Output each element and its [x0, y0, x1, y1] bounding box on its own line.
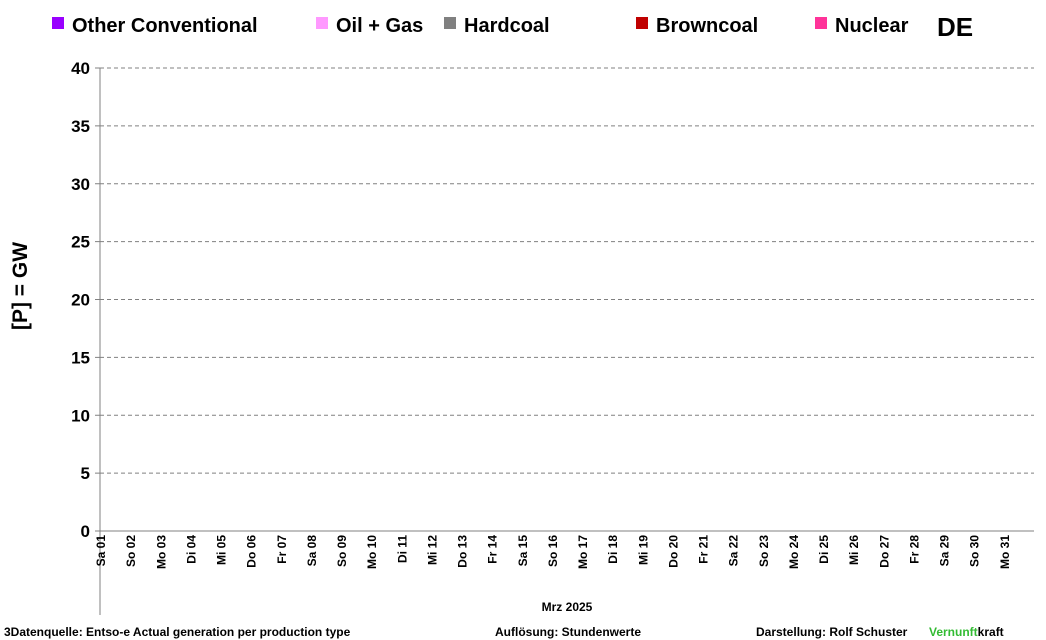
legend-swatch-hardcoal — [444, 17, 456, 29]
y-tick-label-30: 30 — [71, 175, 90, 194]
x-tick-label: So 30 — [968, 535, 982, 567]
x-tick-label: Di 04 — [184, 535, 198, 564]
y-tick-label-40: 40 — [71, 59, 90, 78]
legend-swatch-browncoal — [636, 17, 648, 29]
y-tick-label-35: 35 — [71, 117, 90, 136]
x-tick-label: Di 18 — [606, 535, 620, 564]
x-tick-label: Fr 21 — [697, 535, 711, 564]
legend-label-oil-gas: Oil + Gas — [336, 15, 423, 37]
x-tick-labels: Sa 01 So 02 Mo 03 Di 04 Mi 05 Do 06 Fr 07 Sa 08… — [94, 535, 1012, 569]
y-axis-label: [P] = GW — [9, 242, 32, 330]
legend-swatch-nuclear — [815, 17, 827, 29]
x-tick-label: Mi 19 — [636, 535, 650, 565]
x-tick-label: Do 06 — [245, 535, 259, 568]
x-tick-label: Mo 31 — [998, 535, 1012, 569]
x-tick-label: So 02 — [124, 535, 138, 567]
footer-brand: Vernunftkraft — [929, 625, 1004, 639]
axes — [95, 67, 1034, 615]
x-tick-label: So 09 — [335, 535, 349, 567]
x-tick-label: Mo 03 — [154, 535, 168, 569]
legend-swatch-other-conventional — [52, 17, 64, 29]
y-tick-label-15: 15 — [71, 348, 90, 367]
legend-label-nuclear: Nuclear — [835, 15, 909, 37]
y-tick-label-5: 5 — [81, 464, 90, 483]
x-tick-label: Fr 28 — [908, 535, 922, 564]
brand-green-part: Vernunft — [929, 625, 978, 639]
x-tick-label: Fr 07 — [275, 535, 289, 564]
legend-label-hardcoal: Hardcoal — [464, 15, 550, 37]
y-tick-label-10: 10 — [71, 406, 90, 425]
x-tick-label: Do 27 — [877, 535, 891, 568]
x-tick-label: Di 25 — [817, 535, 831, 564]
x-tick-label: Mo 24 — [787, 535, 801, 569]
x-tick-label: Do 13 — [456, 535, 470, 568]
legend-swatch-oil-gas — [316, 17, 328, 29]
footer-author: Darstellung: Rolf Schuster — [756, 625, 908, 639]
y-tick-label-20: 20 — [71, 291, 90, 310]
x-tick-label: So 16 — [546, 535, 560, 567]
x-tick-label: Mi 26 — [847, 535, 861, 565]
x-tick-label: Sa 08 — [305, 535, 319, 567]
x-tick-label: Di 11 — [395, 535, 409, 563]
chart-title: DE — [937, 12, 973, 42]
x-tick-label: Sa 01 — [94, 535, 108, 567]
x-tick-label: Sa 15 — [516, 535, 530, 567]
x-tick-label: Mi 12 — [425, 535, 439, 565]
legend-label-browncoal: Browncoal — [656, 15, 758, 37]
x-tick-label: Sa 22 — [727, 535, 741, 567]
x-tick-label: Do 20 — [667, 535, 681, 568]
footer-source: 3Datenquelle: Entso-e Actual generation … — [4, 625, 351, 639]
y-tick-label-25: 25 — [71, 233, 90, 252]
x-tick-label: Fr 14 — [486, 535, 500, 564]
x-tick-label: Mo 10 — [365, 535, 379, 569]
legend-label-other-conventional: Other Conventional — [72, 15, 258, 37]
legend: Other Conventional Oil + Gas Hardcoal Brown… — [52, 15, 909, 37]
gridlines — [100, 67, 1034, 474]
y-tick-labels: 0 5 10 15 20 25 30 35 40 — [71, 59, 90, 541]
x-axis-label: Mrz 2025 — [542, 600, 593, 614]
x-tick-label: So 23 — [757, 535, 771, 567]
x-tick-label: Mo 17 — [576, 535, 590, 569]
brand-black-part: kraft — [977, 625, 1004, 639]
x-tick-label: Mi 05 — [215, 535, 229, 565]
y-tick-label-0: 0 — [81, 522, 90, 541]
footer-resolution: Auflösung: Stundenwerte — [495, 625, 641, 639]
x-tick-label: Sa 29 — [938, 535, 952, 567]
